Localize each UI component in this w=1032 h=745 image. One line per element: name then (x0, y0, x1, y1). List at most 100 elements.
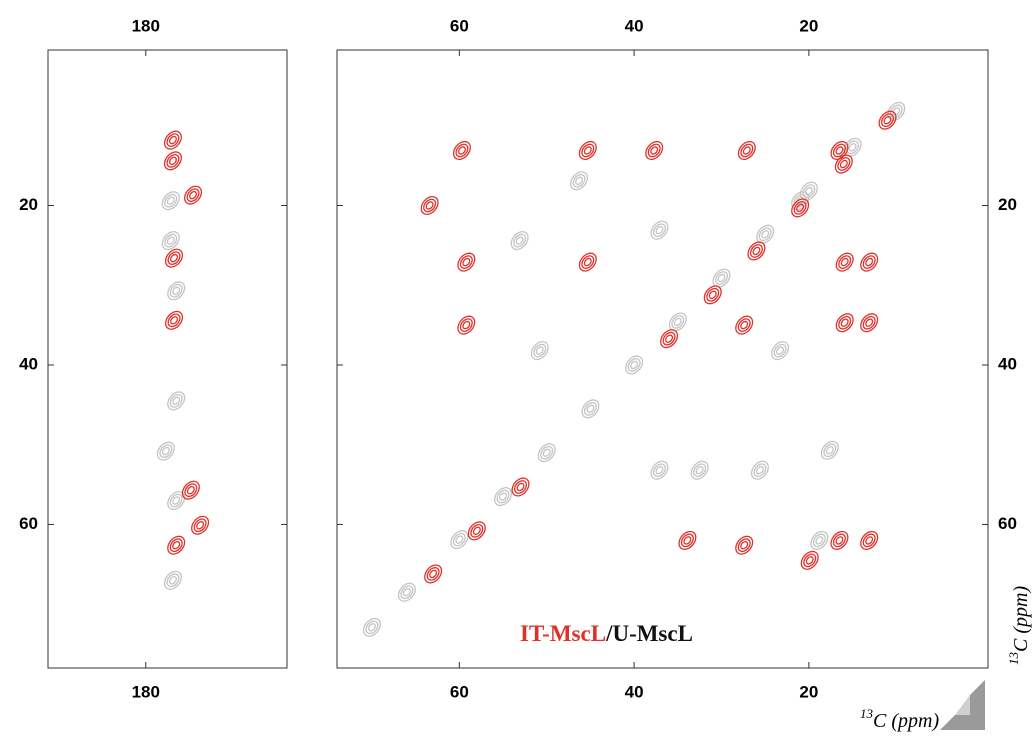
contour-peak (703, 285, 722, 305)
contour-level (881, 113, 895, 128)
contour-level (802, 184, 816, 199)
contour-level (166, 573, 180, 588)
contour-level (169, 538, 183, 553)
contour-level (362, 617, 381, 637)
contour-level (423, 198, 437, 213)
contour-level (164, 310, 184, 330)
contour-level (823, 443, 837, 458)
contour-level (513, 233, 527, 248)
contour-level (472, 526, 481, 536)
y-tick-label: 60 (998, 514, 1017, 533)
y-axis-label-isotope: 13 (1006, 652, 1021, 666)
contour-peak (860, 252, 879, 272)
contour-level (838, 315, 852, 330)
contour-level (737, 140, 756, 161)
contour-level (652, 463, 666, 478)
contour-level (717, 273, 726, 283)
contour-peak (735, 535, 754, 555)
contour-level (750, 460, 769, 480)
contour-level (168, 135, 177, 145)
contour-peak (184, 185, 203, 205)
contour-level (455, 535, 464, 544)
contour-level (835, 146, 844, 155)
contour-level (457, 315, 476, 335)
contour-level (191, 515, 210, 535)
contour-peak (511, 477, 530, 497)
contour-level (537, 443, 556, 463)
contour-level (848, 143, 857, 152)
contour-level (542, 448, 551, 457)
contour-level (457, 252, 476, 272)
contour-peak (467, 521, 486, 541)
contour-peak (830, 530, 849, 550)
contour-level (193, 518, 207, 533)
contour-peak (510, 231, 529, 251)
contour-level (805, 556, 814, 565)
contour-level (708, 290, 717, 300)
contour-level (164, 233, 178, 248)
contour-level (166, 196, 175, 205)
contour-level (459, 318, 473, 332)
x-axis-label-text: C (ppm) (873, 710, 939, 732)
contour-peak (494, 487, 513, 507)
contour-level (581, 399, 600, 419)
contour-level (650, 220, 669, 240)
contour-level (650, 460, 669, 480)
contour-level (572, 173, 586, 188)
contour-peak (537, 443, 556, 463)
contour-level (530, 341, 549, 361)
contour-level (168, 156, 177, 166)
contour-peak (735, 315, 754, 335)
contour-level (570, 171, 589, 191)
y-tick-label: 20 (19, 195, 38, 214)
contour-level (835, 536, 844, 545)
contour-level (426, 567, 440, 581)
contour-level (878, 110, 897, 130)
legend-entry: IT-MscL (520, 621, 606, 646)
contour-level (452, 532, 466, 547)
contour-peak (167, 391, 186, 411)
contour-level (513, 480, 528, 494)
contour-peak (163, 570, 182, 590)
contour-peak (660, 329, 679, 349)
contour-level (703, 285, 722, 305)
contour-level (510, 231, 529, 251)
contour-level (533, 343, 547, 358)
y-axis-label-text: C (ppm) (1010, 586, 1032, 652)
contour-level (166, 153, 180, 168)
contour-level (169, 283, 183, 298)
contour-level (583, 146, 592, 155)
axis-corner-icon (940, 680, 985, 730)
contour-level (168, 576, 177, 585)
contour-peak (800, 550, 819, 570)
contour-peak (181, 480, 200, 500)
contour-level (450, 530, 469, 550)
contour-level (804, 186, 813, 196)
contour-level (671, 315, 685, 329)
contour-peak (191, 515, 210, 535)
contour-level (776, 346, 785, 355)
contour-peak (164, 248, 184, 268)
contour-level (865, 257, 874, 267)
contour-level (737, 538, 751, 553)
contour-level (455, 143, 469, 158)
contour-peak (737, 140, 756, 161)
contour-level (678, 530, 697, 550)
contour-level (169, 493, 183, 508)
contour-peak (810, 530, 829, 550)
contour-level (892, 107, 901, 116)
contour-level (163, 130, 182, 150)
contour-level (835, 252, 854, 272)
y-tick-label: 40 (998, 354, 1017, 373)
contour-peak (164, 310, 184, 330)
contour-level (862, 533, 876, 548)
contour-level (425, 201, 434, 210)
plot-frame (47, 49, 288, 669)
contour-level (163, 151, 182, 171)
contour-level (181, 480, 200, 500)
contour-level (496, 489, 510, 504)
contour-level (837, 157, 851, 171)
contour-level (889, 104, 903, 119)
contour-peak (167, 535, 186, 555)
x-tick-label-bottom: 40 (625, 682, 644, 701)
